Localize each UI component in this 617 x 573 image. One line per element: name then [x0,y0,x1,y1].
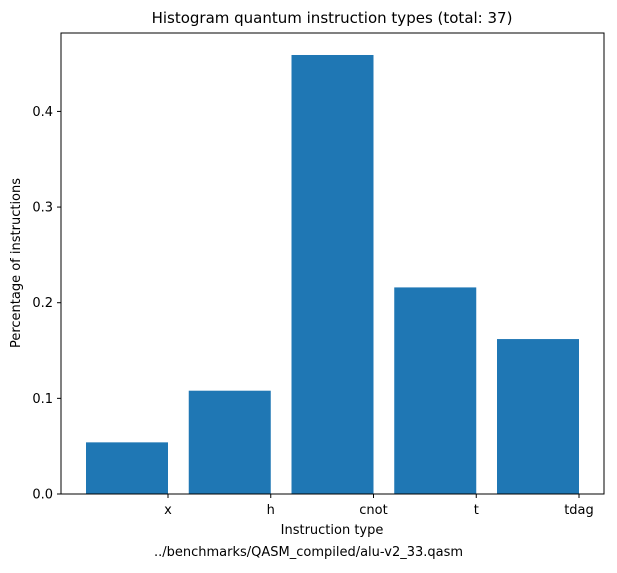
y-tick-label: 0.1 [32,392,53,407]
y-tick-label: 0.3 [32,201,53,216]
plot-frame [60,32,605,495]
y-tick-label: 0.4 [32,105,53,120]
bar-tdag [497,339,579,494]
bars-layer [86,54,579,494]
bar-x [86,442,168,494]
bar-cnot [291,54,374,494]
y-axis-label: Percentage of instructions [9,178,24,348]
y-tick-label: 0.2 [32,296,53,311]
x-tick-label-t: t [474,503,479,518]
chart-title: Histogram quantum instruction types (tot… [152,9,513,27]
y-axis: 0.0 0.1 0.2 0.3 0.4 [32,105,61,503]
x-tick-label-x: x [164,503,172,518]
y-tick-label: 0.0 [32,488,53,503]
x-tick-label-cnot: cnot [359,503,387,518]
source-file-caption: ../benchmarks/QASM_compiled/alu-v2_33.qa… [153,545,464,560]
bar-t [394,287,477,494]
x-tick-label-h: h [267,503,275,518]
x-axis-label: Instruction type [281,523,384,538]
x-axis: x h cnot t tdag [164,494,594,518]
x-tick-label-tdag: tdag [564,503,594,518]
bar-h [188,390,271,494]
